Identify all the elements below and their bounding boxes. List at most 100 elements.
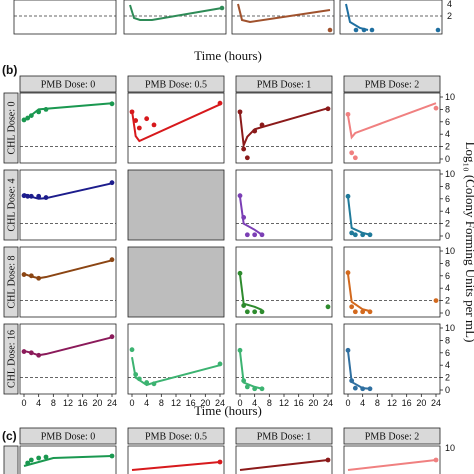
data-point <box>259 386 265 392</box>
top-x-axis-title: Time (hours) <box>194 48 262 63</box>
data-point <box>217 100 223 106</box>
y-tick-label: 2 <box>445 219 450 229</box>
panel-a-point <box>219 5 225 11</box>
x-tick-label: 4 <box>144 398 149 408</box>
panel-c-data-point <box>25 460 31 466</box>
panel-frame-3-1 <box>127 323 225 395</box>
data-point <box>367 309 373 315</box>
row-header-label: CHL Dose: 4 <box>7 179 18 232</box>
panel-b-grid: PMB Dose: 0 PMB Dose: 0.5 PMB Dose: 1 PMB D… <box>3 75 455 408</box>
data-point <box>21 349 27 354</box>
panel-a-partial: 2 4 Time (hours) <box>13 0 452 63</box>
data-point <box>133 372 139 377</box>
panel-empty-2-1 <box>127 246 225 318</box>
panel-frame-1-2 <box>235 169 333 241</box>
data-point <box>352 155 358 161</box>
y-tick-label: 4 <box>445 360 450 370</box>
panel-c-column-header-label: PMB Dose: 0 <box>41 432 95 443</box>
panel-c-y-tick-label: 10 <box>445 443 455 453</box>
panel-frame-3-2 <box>235 323 333 395</box>
data-point <box>237 109 243 115</box>
data-point <box>349 378 355 384</box>
panel-c-column-header-strip <box>235 427 333 445</box>
data-point <box>349 230 355 236</box>
data-point <box>252 232 258 238</box>
data-point <box>345 270 351 276</box>
x-tick-label: 16 <box>402 398 412 408</box>
panel-a-point <box>353 27 359 33</box>
data-point <box>21 117 27 123</box>
model-fit-line <box>131 103 221 143</box>
panel-c-fit-line <box>131 461 221 471</box>
data-point <box>237 270 243 276</box>
data-point <box>217 361 223 367</box>
panel-frame-2-3 <box>343 246 441 318</box>
y-tick-label: 10 <box>445 323 455 333</box>
data-point <box>325 106 331 112</box>
panel-c-column-header-label: PMB Dose: 2 <box>365 432 419 443</box>
data-point <box>252 309 258 315</box>
panel-c-data-point <box>217 459 223 465</box>
data-point <box>349 304 355 310</box>
data-point <box>28 113 34 118</box>
data-point <box>129 347 135 353</box>
data-point <box>36 275 42 281</box>
panel-frame-1-0 <box>19 169 117 241</box>
data-point <box>345 111 351 117</box>
row-header-strip <box>3 169 19 241</box>
x-tick-label: 16 <box>294 398 304 408</box>
row-header-label: CHL Dose: 16 <box>7 330 18 388</box>
y-tick-label: 6 <box>445 194 450 204</box>
x-tick-label: 20 <box>416 398 426 408</box>
column-header-strip <box>19 75 117 93</box>
panel-c-label: (c) <box>2 429 17 443</box>
data-point <box>237 347 243 353</box>
column-header-label: PMB Dose: 0 <box>41 80 95 91</box>
panel-c-data-point <box>43 454 49 460</box>
data-point <box>244 309 250 315</box>
panel-c-data-point <box>325 457 331 463</box>
x-tick-label: 16 <box>78 398 88 408</box>
x-tick-label: 0 <box>129 398 134 408</box>
panel-c-data-point <box>109 453 115 459</box>
panel-c-data-point <box>433 457 439 463</box>
data-point <box>133 118 139 123</box>
panel-c-column-header-label: PMB Dose: 1 <box>257 432 311 443</box>
y-tick-label: 0 <box>445 154 450 164</box>
x-tick-label: 24 <box>323 398 333 408</box>
data-point <box>360 386 366 392</box>
row-header-label: CHL Dose: 8 <box>7 256 18 309</box>
model-fit-line <box>239 351 263 390</box>
row-header-label: CHL Dose: 0 <box>7 102 18 155</box>
y-tick-label: 8 <box>445 258 450 268</box>
data-point <box>109 334 115 340</box>
panel-c-column-header-strip <box>19 427 117 445</box>
panel-c-column-header-strip <box>343 427 441 445</box>
y-tick-label: 2 <box>445 296 450 306</box>
row-header-strip <box>3 323 19 395</box>
panel-a-point <box>435 27 441 33</box>
data-point <box>28 273 34 279</box>
data-point <box>25 193 31 199</box>
data-point <box>360 309 366 315</box>
x-tick-label: 20 <box>308 398 318 408</box>
panel-a-frame-1 <box>13 0 117 35</box>
data-point <box>349 150 355 156</box>
data-point <box>237 193 243 199</box>
data-point <box>367 232 373 238</box>
data-point <box>352 385 358 391</box>
panel-c-frame <box>19 445 117 474</box>
data-point <box>345 193 351 199</box>
data-point <box>136 376 142 382</box>
x-tick-label: 4 <box>252 398 257 408</box>
y-tick-label: 10 <box>445 169 455 179</box>
panel-c-column-header-strip <box>127 427 225 445</box>
panel-frame-0-1 <box>127 92 225 164</box>
data-point <box>28 193 34 199</box>
column-header-strip <box>127 75 225 93</box>
y-tick-label: 8 <box>445 104 450 114</box>
panel-a-series-3 <box>237 3 331 24</box>
y-tick-label: 6 <box>445 117 450 127</box>
data-point <box>28 350 34 356</box>
